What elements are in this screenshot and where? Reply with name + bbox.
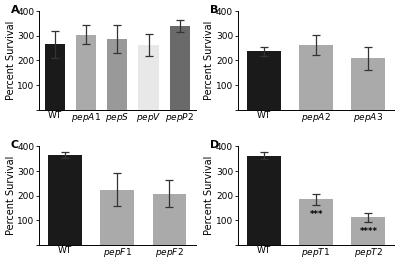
Text: ****: ****	[359, 227, 377, 236]
Bar	[247, 51, 281, 110]
Text: A: A	[11, 5, 20, 15]
Bar	[44, 45, 65, 110]
Bar	[138, 45, 159, 110]
Bar	[299, 200, 333, 245]
Bar	[170, 26, 190, 110]
Bar	[351, 217, 385, 245]
Bar	[351, 59, 385, 110]
Y-axis label: Percent Survival: Percent Survival	[204, 156, 214, 235]
Text: C: C	[11, 140, 19, 151]
Y-axis label: Percent Survival: Percent Survival	[6, 21, 16, 100]
Y-axis label: Percent Survival: Percent Survival	[204, 21, 214, 100]
Y-axis label: Percent Survival: Percent Survival	[6, 156, 16, 235]
Bar	[152, 194, 186, 245]
Bar	[247, 156, 281, 245]
Bar	[76, 34, 96, 110]
Bar	[100, 189, 134, 245]
Bar	[48, 155, 82, 245]
Bar	[107, 39, 128, 110]
Text: B: B	[210, 5, 218, 15]
Text: ***: ***	[310, 210, 323, 219]
Bar	[299, 45, 333, 110]
Text: D: D	[210, 140, 219, 151]
